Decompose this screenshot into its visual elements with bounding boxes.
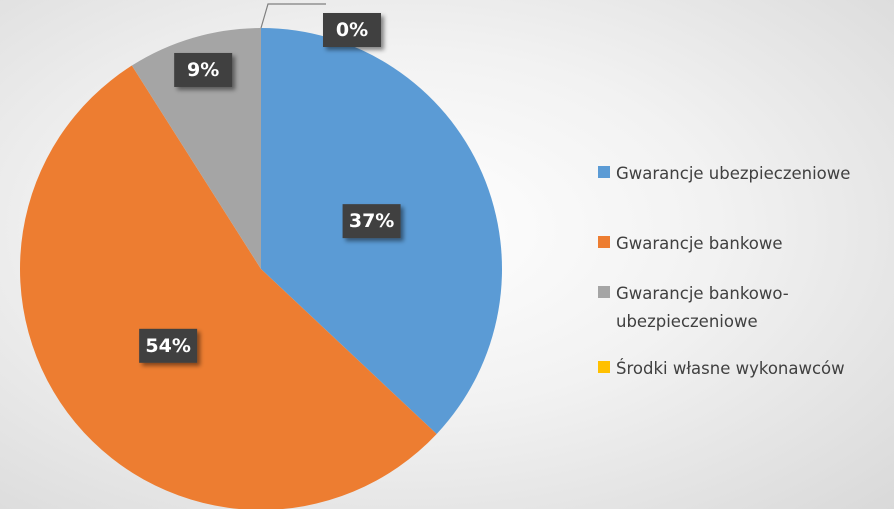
label-box (323, 13, 381, 47)
pie-slice (131, 28, 261, 269)
data-label-text: 54% (145, 335, 190, 357)
legend-item: Gwarancje bankowe (598, 230, 888, 258)
pie-slice (19, 65, 437, 509)
legend-swatch (598, 166, 610, 178)
label-box (139, 328, 198, 363)
legend-item: Gwarancje bankowo-ubezpieczeniowe (598, 280, 888, 336)
label-box (174, 52, 233, 87)
legend-item: Gwarancje ubezpieczeniowe (598, 160, 888, 188)
data-label-text: 0% (336, 19, 368, 41)
data-label: 9% (174, 52, 233, 87)
data-label: 0% (323, 13, 381, 47)
data-label: 37% (342, 204, 401, 239)
legend-label: Gwarancje bankowe (616, 234, 783, 253)
legend-label: Gwarancje ubezpieczeniowe (616, 164, 851, 183)
legend-swatch (598, 286, 610, 298)
legend-label: Środki własne wykonawców (616, 359, 845, 378)
leader-line (260, 3, 326, 29)
data-label-text: 37% (349, 210, 394, 232)
legend-swatch (598, 236, 610, 248)
legend-label: Gwarancje bankowo-ubezpieczeniowe (616, 284, 789, 331)
legend-item: Środki własne wykonawców (598, 355, 888, 383)
data-label: 54% (139, 328, 198, 363)
legend-swatch (598, 361, 610, 373)
label-box (342, 204, 401, 239)
data-label-text: 9% (187, 59, 219, 81)
